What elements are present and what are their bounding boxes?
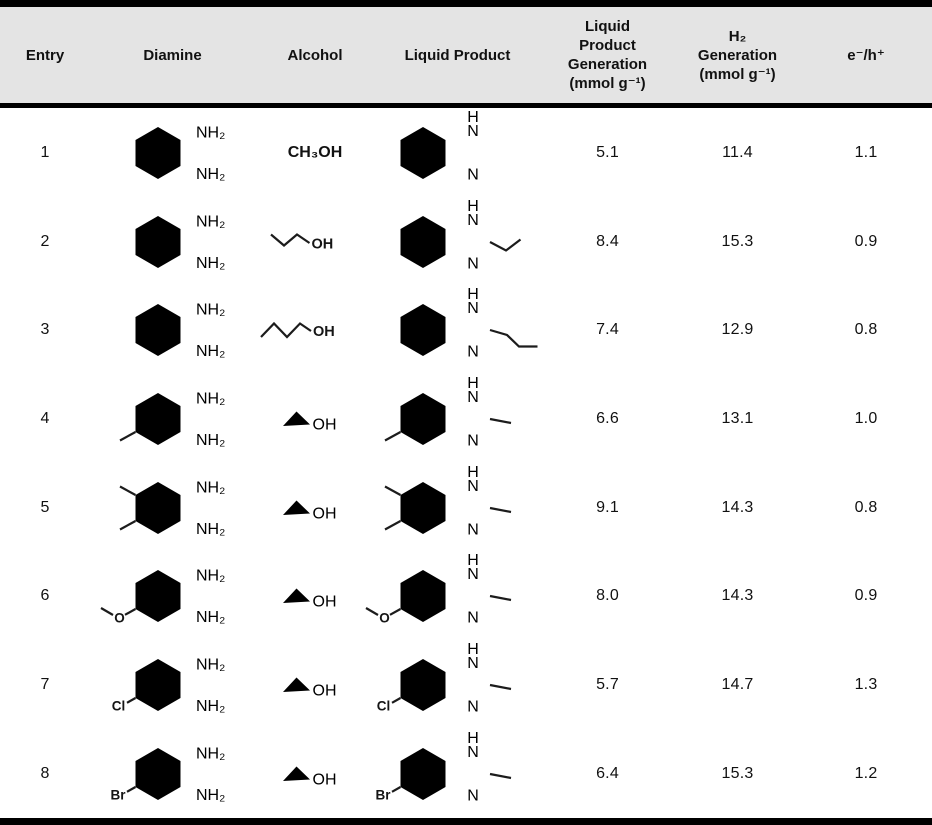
product-structure-5-methoxy-2-methylbenzimidazole: O [363,551,553,641]
h2-generation-value: 11.4 [722,144,753,161]
diamine-structure-benzene-12-diamine [98,197,248,287]
alcohol-structure-ethanol [280,757,350,791]
alcohol-methanol-formula: CH₃OH [287,144,343,161]
entry-number: 7 [40,676,50,694]
h2-generation-value: 15.3 [721,232,754,250]
product-structure-5-bromo-2-methylbenzimidazole: Br [363,729,553,819]
alcohol-structure-ethanol [280,491,350,525]
product-structure-5-chloro-2-methylbenzimidazole: Cl [363,640,553,730]
alcohol-structure-1-propanol: OH [268,226,363,258]
liquid-product-generation-value: 8.4 [596,232,619,250]
table-row-2: 2 OH 8.4 15.3 0.9 [0,197,932,286]
liquid-product-generation-value: 5.7 [596,676,619,694]
col-header-liquid-product-generation: Liquid Product Generation (mmol g⁻¹) [567,18,648,92]
electron-hole-ratio-value: 0.9 [854,587,878,605]
product-structure-2-propylbenzimidazole [363,285,553,375]
entry-number: 3 [40,321,50,339]
entry-number: 8 [40,764,50,782]
col-header-electron-hole-ratio: e⁻/h⁺ [847,46,885,64]
electron-hole-ratio-value: 1.2 [854,764,878,782]
h2-generation-value: 15.3 [721,764,754,782]
table-row-7: 7 Cl Cl 5.7 14.7 1.3 [0,640,932,729]
entry-number: 2 [40,232,50,250]
entry-number: 1 [40,144,50,161]
chlorine-label: Cl [376,699,390,714]
hydroxyl-label: OH [313,324,335,340]
electron-hole-ratio-value: 0.8 [854,498,878,516]
table-row-1: 1 CH₃OH 5.1 11.4 1.1 [0,108,932,197]
table-header-row: Entry Diamine Alcohol Liquid Product Liq… [0,7,932,103]
table-row-5: 5 9.1 14.3 0.8 [0,463,932,552]
oxygen-label: O [379,611,390,626]
col-header-h2-generation: H₂ Generation (mmol g⁻¹) [697,27,778,83]
entry-number: 4 [40,410,50,428]
product-structure-256-trimethylbenzimidazole [363,463,553,553]
diamine-structure-4-chlorobenzene-12-diamine: Cl [98,640,248,730]
liquid-product-generation-value: 8.0 [596,587,619,605]
product-structure-25-dimethylbenzimidazole [363,374,553,464]
liquid-product-generation-value: 6.4 [596,764,619,782]
h2-generation-value: 14.3 [721,498,754,516]
table-row-8: 8 Br Br 6.4 15.3 1.2 [0,729,932,818]
table-bottom-rule [0,817,932,825]
diamine-structure-4-methoxybenzene-12-diamine: O [98,551,248,641]
liquid-product-generation-value: 5.1 [596,144,619,161]
h2-generation-value: 14.3 [721,587,754,605]
diamine-structure-benzene-12-diamine [98,108,248,198]
header-bottom-rule [0,103,932,108]
col-header-entry: Entry [25,46,65,64]
h2-generation-value: 14.7 [721,676,754,694]
table-row-6: 6 O O 8.0 14.3 0.9 [0,551,932,640]
electron-hole-ratio-value: 1.3 [854,676,878,694]
electron-hole-ratio-value: 1.0 [854,410,878,428]
bromine-label: Br [375,787,391,802]
h2-generation-value: 12.9 [721,321,754,339]
table-top-rule [0,0,932,7]
bromine-label: Br [110,787,126,802]
oxygen-label: O [114,611,125,626]
entry-number: 6 [40,587,50,605]
entry-number: 5 [40,498,50,516]
chlorine-label: Cl [111,699,125,714]
table-row-4: 4 6.6 13.1 1.0 [0,374,932,463]
liquid-product-generation-value: 6.6 [596,410,619,428]
product-structure-benzimidazole [363,108,553,198]
hydroxyl-label: OH [311,236,333,252]
col-header-diamine: Diamine [143,46,202,64]
alcohol-structure-ethanol [280,579,350,613]
alcohol-structure-ethanol [280,402,350,436]
diamine-structure-45-dimethylbenzene-12-diamine [98,463,248,553]
col-header-liquid-product: Liquid Product [404,46,511,64]
diamine-structure-4-methylbenzene-12-diamine [98,374,248,464]
col-header-alcohol: Alcohol [287,46,343,64]
electron-hole-ratio-value: 0.8 [854,321,878,339]
alcohol-structure-1-butanol: OH [258,315,373,345]
electron-hole-ratio-value: 0.9 [854,232,878,250]
electron-hole-ratio-value: 1.1 [854,144,878,161]
liquid-product-generation-value: 9.1 [596,498,619,516]
diamine-structure-benzene-12-diamine [98,285,248,375]
alcohol-structure-ethanol [280,668,350,702]
h2-generation-value: 13.1 [721,410,754,428]
liquid-product-generation-value: 7.4 [596,321,619,339]
product-structure-2-ethylbenzimidazole [363,197,553,287]
table-row-3: 3 OH 7.4 12.9 0.8 [0,285,932,374]
diamine-structure-4-bromobenzene-12-diamine: Br [98,729,248,819]
